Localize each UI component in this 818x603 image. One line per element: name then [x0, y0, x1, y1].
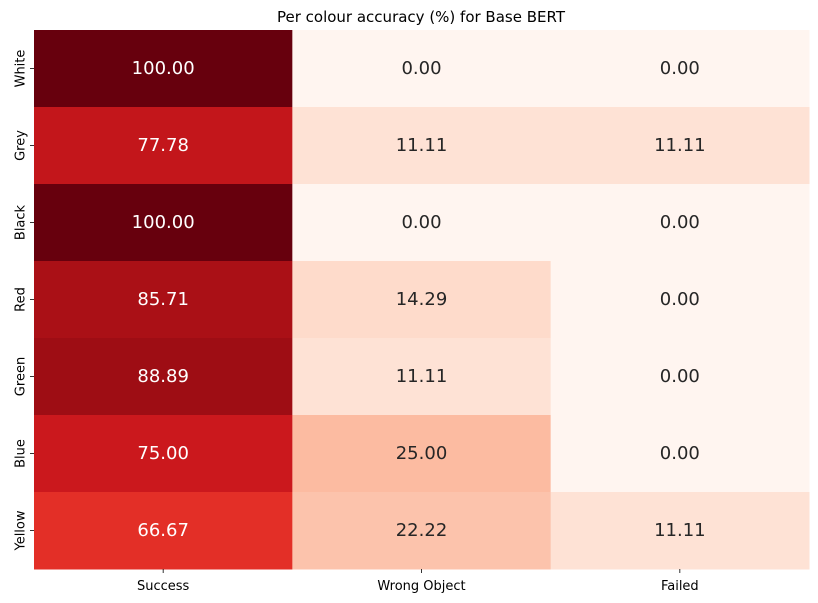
- heatmap-cell-red-failed: [550, 261, 810, 339]
- heatmap-cell-grey-failed: [550, 107, 810, 185]
- heatmap-cell-black-wrong-object: [292, 184, 552, 262]
- heatmap-cell-blue-success: [34, 415, 293, 493]
- cell-value-label: 11.11: [396, 366, 448, 387]
- heatmap-cell-green-wrong-object: [292, 338, 552, 416]
- cell-value-label: 100.00: [132, 58, 195, 79]
- cell-value-label: 0.00: [660, 289, 700, 310]
- y-tick-label-red: Red: [14, 287, 29, 312]
- heatmap-cell-grey-wrong-object: [292, 107, 552, 185]
- cell-value-label: 0.00: [660, 58, 700, 79]
- heatmap-cells: 100.00 0.00 0.00 77.78 11.11 11.11 100.00 0.00 0…: [34, 30, 810, 570]
- y-tick-label-white: White: [14, 50, 29, 88]
- x-axis: Success Wrong Object Failed: [137, 569, 699, 594]
- y-tick-label-black: Black: [14, 204, 29, 240]
- y-tick-label-green: Green: [14, 357, 29, 396]
- cell-value-label: 100.00: [132, 212, 195, 233]
- cell-value-label: 0.00: [660, 366, 700, 387]
- cell-value-label: 0.00: [401, 212, 441, 233]
- cell-value-label: 88.89: [137, 366, 189, 387]
- cell-value-label: 25.00: [396, 443, 448, 464]
- heatmap-cell-yellow-wrong-object: [292, 492, 552, 570]
- chart-title: Per colour accuracy (%) for Base BERT: [277, 8, 566, 26]
- x-tick-label-success: Success: [137, 579, 190, 594]
- y-tick-label-grey: Grey: [14, 130, 29, 161]
- cell-value-label: 85.71: [137, 289, 189, 310]
- heatmap-cell-white-wrong-object: [292, 30, 552, 108]
- x-tick-label-wrong-object: Wrong Object: [377, 579, 465, 594]
- heatmap-cell-red-success: [34, 261, 293, 339]
- heatmap-cell-blue-wrong-object: [292, 415, 552, 493]
- cell-value-label: 14.29: [396, 289, 448, 310]
- cell-value-label: 75.00: [137, 443, 189, 464]
- heatmap-cell-black-failed: [550, 184, 810, 262]
- heatmap-cell-red-wrong-object: [292, 261, 552, 339]
- cell-value-label: 11.11: [654, 520, 706, 541]
- cell-value-label: 0.00: [660, 443, 700, 464]
- y-axis: White Grey Black Red Green Blue Yellow: [14, 50, 34, 552]
- cell-value-label: 0.00: [660, 212, 700, 233]
- x-tick-label-failed: Failed: [661, 579, 699, 594]
- y-tick-label-blue: Blue: [14, 439, 29, 468]
- heatmap-cell-blue-failed: [550, 415, 810, 493]
- y-tick-label-yellow: Yellow: [14, 510, 29, 551]
- cell-value-label: 11.11: [396, 135, 448, 156]
- heatmap-cell-yellow-success: [34, 492, 293, 570]
- heatmap-cell-green-failed: [550, 338, 810, 416]
- heatmap-cell-white-success: [34, 30, 293, 108]
- cell-value-label: 22.22: [396, 520, 448, 541]
- heatmap-cell-grey-success: [34, 107, 293, 185]
- heatmap-cell-green-success: [34, 338, 293, 416]
- heatmap-cell-black-success: [34, 184, 293, 262]
- heatmap-cell-white-failed: [550, 30, 810, 108]
- heatmap-cell-yellow-failed: [550, 492, 810, 570]
- cell-value-label: 0.00: [401, 58, 441, 79]
- cell-value-label: 66.67: [137, 520, 189, 541]
- cell-value-label: 11.11: [654, 135, 706, 156]
- cell-value-label: 77.78: [137, 135, 189, 156]
